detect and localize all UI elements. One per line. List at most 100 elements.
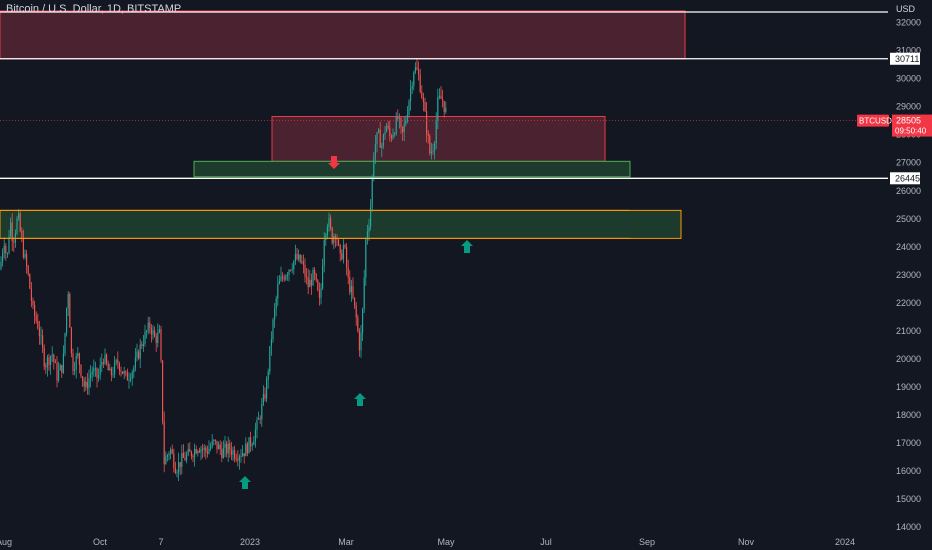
candle [291, 263, 293, 274]
candle [144, 324, 146, 347]
candle-body [214, 439, 216, 441]
candle-body [30, 288, 32, 301]
candle-body [301, 261, 303, 263]
candle [318, 282, 320, 306]
candle [299, 254, 301, 264]
candle [46, 354, 48, 377]
candle [43, 344, 45, 371]
candle [320, 283, 322, 305]
candle [234, 445, 236, 463]
candle-body [384, 132, 386, 135]
candle-body [413, 72, 415, 86]
candle [184, 451, 186, 461]
candle [269, 346, 271, 375]
candle [296, 247, 298, 261]
candle [72, 348, 74, 375]
candle [282, 272, 284, 282]
candle [251, 442, 253, 451]
candle-body [398, 117, 400, 119]
candle-body [61, 365, 63, 373]
candle [59, 363, 61, 371]
candle-body [6, 253, 8, 254]
candle [158, 324, 160, 334]
candle [35, 311, 37, 324]
candle-body [424, 101, 426, 112]
candle [314, 267, 316, 281]
candle [259, 415, 261, 425]
candle-body [190, 451, 192, 457]
price-axis[interactable]: 3200031000300002900028000270002600025000… [857, 0, 932, 550]
candle-body [48, 357, 50, 365]
candle [226, 440, 228, 458]
candle-body [414, 67, 416, 73]
candle [421, 85, 423, 99]
candle-body [360, 332, 362, 351]
level-label-box [890, 52, 920, 65]
candle-body [170, 449, 172, 454]
candle [307, 268, 309, 295]
candle [350, 280, 352, 302]
candle-body [53, 354, 55, 362]
candle-body [187, 449, 189, 455]
candle [78, 352, 80, 374]
candle [141, 341, 143, 349]
price-tick-label: 27000 [896, 158, 921, 168]
candle-body [226, 443, 228, 454]
candle-body [94, 367, 96, 369]
candle [139, 338, 141, 369]
candle-body [162, 360, 164, 422]
candle-body [232, 450, 234, 455]
candle-body [42, 335, 44, 348]
candle [349, 270, 351, 296]
candle [374, 135, 376, 164]
candle-body [224, 443, 226, 449]
candle-body [146, 331, 148, 333]
candle-body [235, 458, 237, 460]
candle-body [366, 231, 368, 240]
candle-body [178, 462, 180, 473]
candle-body [422, 97, 424, 102]
candle [138, 349, 140, 360]
candle-body [408, 101, 410, 115]
candle [66, 307, 68, 337]
candle [176, 469, 178, 478]
candle [368, 218, 370, 241]
candle [379, 121, 381, 148]
candle [8, 229, 10, 255]
candle-body [320, 288, 322, 298]
candle [189, 442, 191, 452]
candle-body [142, 343, 144, 346]
candle [440, 86, 442, 100]
candle [315, 272, 317, 283]
candle-body [34, 304, 36, 316]
candle [272, 317, 274, 343]
candle-body [200, 449, 202, 453]
candle-body [110, 368, 112, 375]
candle [160, 325, 162, 363]
time-axis[interactable]: Aug Oct 7 2023 Mar May Jul Sep Nov 2024 [0, 537, 855, 547]
candle [53, 353, 55, 370]
candle [362, 307, 364, 342]
candle [178, 452, 180, 482]
candle [107, 360, 109, 371]
candle-body [285, 275, 287, 280]
candle-body [8, 236, 10, 254]
candle [218, 441, 220, 450]
resistance-zone-mid [271, 116, 606, 162]
current-price-tag [892, 114, 932, 137]
candle-body [37, 320, 39, 329]
candle [130, 373, 132, 383]
candle-body [46, 357, 48, 368]
candle-body [406, 114, 408, 121]
candle [202, 444, 204, 459]
candle-body [381, 145, 383, 148]
candle-body [205, 447, 207, 452]
time-tick-label: Sep [639, 537, 655, 547]
candle [360, 325, 362, 358]
candle [37, 313, 39, 330]
time-tick-label: Aug [0, 537, 12, 547]
candle [381, 142, 383, 157]
candle [170, 447, 172, 460]
candle-body [435, 120, 437, 144]
